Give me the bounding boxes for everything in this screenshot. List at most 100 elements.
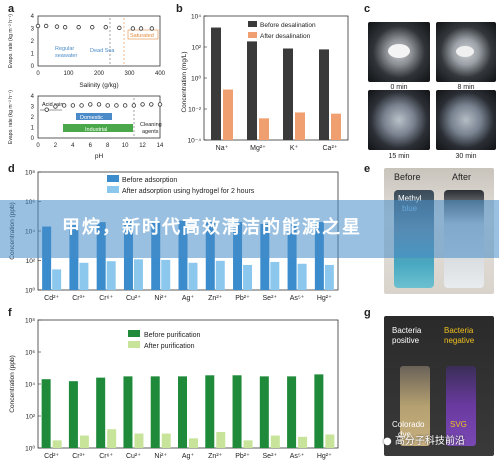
snow-blob-icon — [456, 46, 474, 57]
category-label: Mg²⁺ — [250, 145, 266, 152]
data-point — [53, 104, 58, 109]
photo-c-1 — [436, 22, 496, 82]
panel-letter-d: d — [8, 163, 15, 175]
x-tick-label: 300 — [124, 71, 135, 77]
category-label: Ag⁺ — [182, 295, 195, 302]
bar-after — [161, 259, 171, 290]
bar-after — [270, 435, 280, 448]
headline-text: 甲烷，新时代高效清洁的能源之星 — [62, 217, 362, 238]
bar-after — [270, 261, 280, 290]
bar-after — [298, 436, 308, 448]
chart-a-bottom-points — [44, 102, 163, 112]
data-point — [96, 102, 102, 107]
y-tick-label: 10² — [26, 258, 36, 265]
panel-letter-a: a — [8, 3, 15, 15]
watermark: ● 高分子科技前沿 — [383, 432, 465, 447]
data-point — [114, 103, 119, 108]
bar-before — [96, 377, 106, 448]
photo-c-3 — [436, 90, 496, 150]
y-tick-label: 4 — [31, 94, 35, 100]
bar-before — [283, 48, 293, 140]
data-point — [35, 23, 41, 29]
legend-before-adsorption: Before adsorption — [122, 177, 177, 184]
photo-g-right-label-2: negative — [444, 336, 475, 345]
data-point — [79, 103, 84, 108]
y-tick-label: 10⁰ — [25, 287, 35, 295]
panel-letter-g: g — [364, 307, 371, 319]
y-tick-label: 10² — [192, 45, 202, 52]
photo-e-dye-label-1: Methyl — [398, 194, 422, 203]
saturated-box — [127, 29, 159, 40]
chart-a-top-ticks: 0 100 200 300 400 0 1 2 3 4 — [31, 14, 166, 77]
bar-after — [79, 435, 89, 448]
x-tick-label: 12 — [139, 143, 146, 149]
chart-a-top: Regular seawater Dead Sea Saturated 0 100… — [8, 14, 166, 89]
wechat-icon: ● — [383, 436, 392, 447]
x-tick-label: 10 — [122, 143, 129, 149]
y-tick-label: 10⁰ — [25, 445, 35, 453]
data-point — [43, 23, 49, 29]
data-point — [62, 25, 68, 30]
bar-before — [205, 375, 215, 448]
data-point — [103, 25, 108, 30]
snow-blob-icon — [388, 44, 410, 58]
bar-before — [232, 375, 242, 448]
y-tick-label: 10⁰ — [191, 75, 201, 83]
category-label: Cr⁶⁺ — [99, 453, 113, 460]
bar-after — [331, 113, 341, 140]
y-tick-label: 10⁻² — [188, 107, 202, 114]
chart-f-ticks: Cd²⁺ Cr³⁺ Cr⁶⁺ Cu²⁺ Ni²⁺ Ag⁺ Zn²⁺ Pb²⁺ Se²⁺ As⁵⁺ H… — [25, 318, 332, 461]
legend-before-purification-swatch — [128, 330, 140, 337]
category-label: Cr⁶⁺ — [99, 295, 113, 302]
bar-after — [325, 434, 335, 448]
bar-after — [188, 262, 198, 290]
legend-before-desal-swatch — [248, 21, 257, 27]
data-point — [88, 102, 93, 107]
category-label: Zn²⁺ — [208, 295, 223, 302]
watermark-text: 高分子科技前沿 — [394, 436, 465, 447]
annotation-regular-seawater: Regular — [55, 46, 74, 52]
legend-after-adsorption: After adsorption using hydrogel for 2 ho… — [122, 188, 255, 195]
chart-a-bottom-xlabel: pH — [95, 153, 104, 160]
legend-after-desal-swatch — [248, 32, 257, 38]
category-label: Cr³⁺ — [72, 295, 86, 302]
data-point — [117, 25, 122, 31]
data-point — [149, 102, 154, 107]
x-tick-label: 2 — [54, 143, 58, 149]
x-tick-label: 14 — [157, 143, 164, 149]
chart-b-ticks: Na⁺ Mg²⁺ K⁺ Ca²⁺ 10⁴ 10² 10⁰ 10⁻² 10⁻⁴ — [188, 14, 338, 153]
category-label: Pb²⁺ — [235, 295, 250, 302]
bar-after — [216, 432, 226, 448]
bar-after — [79, 262, 89, 290]
y-tick-label: 10⁻⁴ — [188, 138, 202, 145]
y-tick-label: 10⁴ — [191, 14, 201, 21]
y-tick-label: 10⁶ — [25, 350, 35, 357]
chart-a-bottom-ylabel: Evapo. rate (kg m⁻² h⁻¹) — [8, 90, 14, 144]
data-point — [90, 25, 95, 30]
bar-after — [52, 440, 62, 448]
bar-before — [319, 49, 329, 140]
photo-c-label-0: 0 min — [390, 84, 407, 91]
category-label: Ca²⁺ — [323, 145, 338, 152]
legend-before-purification: Before purification — [144, 332, 201, 339]
x-tick-label: 4 — [71, 143, 75, 149]
photo-g-left-label-2: positive — [392, 336, 420, 345]
chart-a-top-ylabel: Evapo. rate (kg m⁻² h⁻¹) — [8, 14, 14, 68]
y-tick-label: 10⁸ — [25, 318, 35, 325]
chart-a-top-points — [35, 23, 155, 31]
chart-b: Na⁺ Mg²⁺ K⁺ Ca²⁺ 10⁴ 10² 10⁰ 10⁻² 10⁻⁴ Before de… — [181, 14, 349, 153]
x-tick-label: 6 — [89, 143, 93, 149]
bar-after — [107, 429, 117, 448]
x-tick-label: 0 — [36, 143, 40, 149]
x-tick-label: 200 — [94, 71, 105, 77]
bar-after — [134, 433, 144, 448]
bar-after — [297, 263, 307, 290]
category-label: K⁺ — [290, 145, 299, 152]
photo-g-right-label-1: Bacteria — [444, 326, 474, 335]
category-label: Ag⁺ — [182, 453, 195, 460]
tube-right — [446, 366, 476, 446]
category-label: Cd²⁺ — [44, 295, 59, 302]
legend-after-desal: After desalination — [260, 33, 311, 40]
category-label: Hg²⁺ — [317, 295, 332, 302]
